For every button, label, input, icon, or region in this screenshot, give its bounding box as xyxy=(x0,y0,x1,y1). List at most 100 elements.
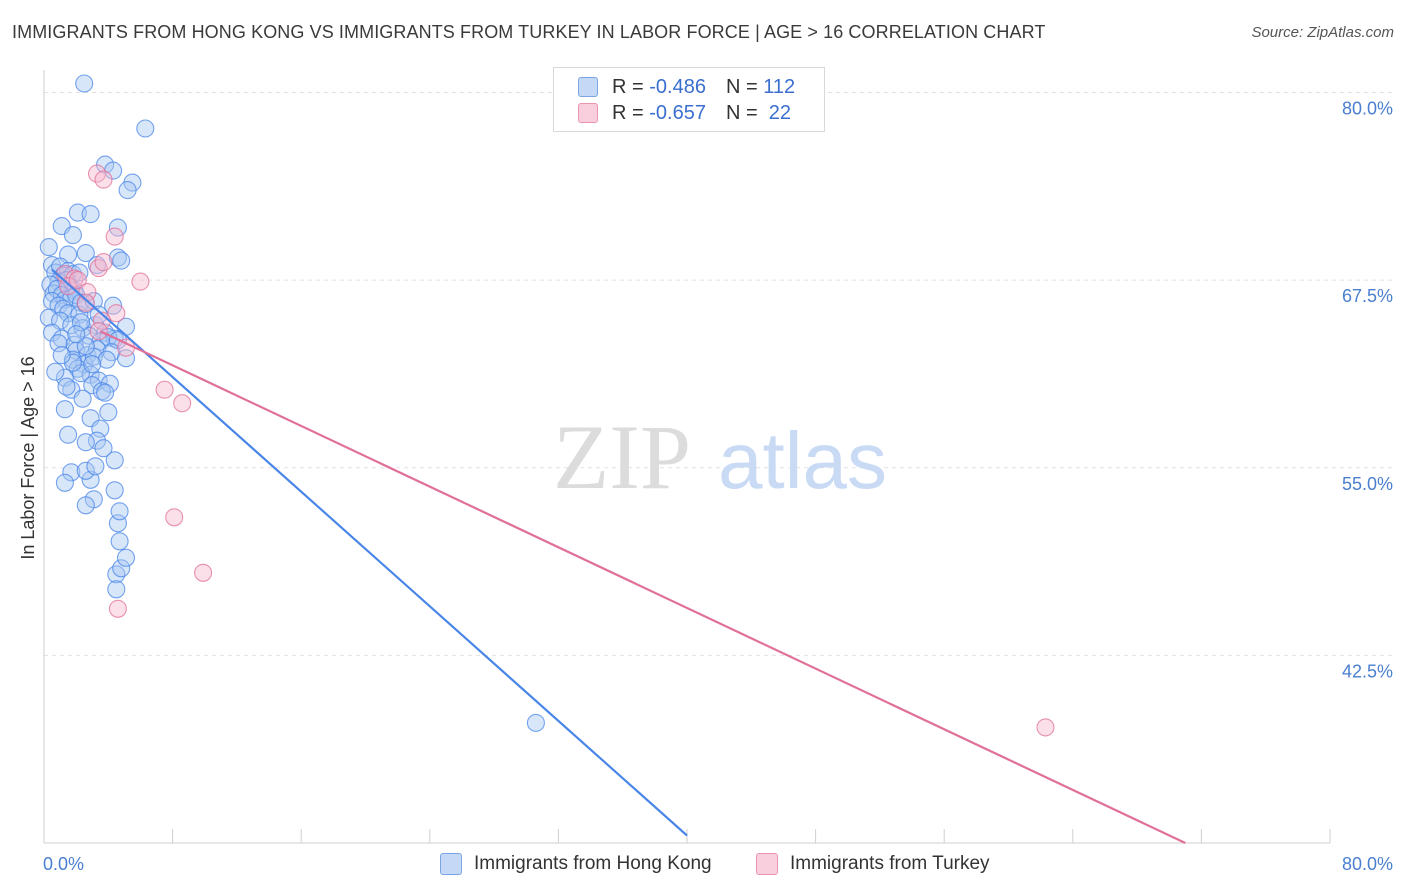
legend-item-hongkong[interactable]: Immigrants from Hong Kong xyxy=(440,851,712,877)
y-axis-label: In Labor Force | Age > 16 xyxy=(18,356,38,559)
legend-item-turkey[interactable]: Immigrants from Turkey xyxy=(756,851,990,877)
watermark: ZIP atlas xyxy=(553,406,887,508)
hongkong-point xyxy=(91,419,110,438)
turkey-point xyxy=(89,322,108,341)
hongkong-point xyxy=(76,461,95,480)
hongkong-point xyxy=(112,559,131,578)
hongkong-point xyxy=(81,470,100,489)
hongkong-point xyxy=(73,389,92,408)
hongkong-point xyxy=(116,349,136,368)
hongkong-point xyxy=(76,244,95,263)
turkey-point xyxy=(94,170,113,189)
hongkong-point xyxy=(76,337,95,356)
hongkong-point xyxy=(76,496,95,515)
chart-title: IMMIGRANTS FROM HONG KONG VS IMMIGRANTS … xyxy=(12,22,1046,42)
hongkong-point xyxy=(67,325,86,344)
legend-label-turkey: Immigrants from Turkey xyxy=(790,853,990,874)
hongkong-point xyxy=(136,119,155,138)
y-tick-label: 42.5% xyxy=(1342,661,1393,681)
hongkong-trend-line xyxy=(51,268,688,837)
turkey-trend-line xyxy=(99,330,1186,844)
hongkong-point xyxy=(94,439,113,458)
legend-row-turkey: R = -0.657 N = 22 xyxy=(578,101,791,125)
hongkong-point xyxy=(92,382,111,401)
turkey-point xyxy=(165,508,184,527)
hongkong-point xyxy=(39,238,58,257)
turkey-point xyxy=(155,380,174,399)
turkey-point xyxy=(94,253,113,272)
legend-swatch-hongkong xyxy=(440,853,462,875)
hongkong-point xyxy=(75,74,94,93)
legend-r-label: R = xyxy=(612,75,644,98)
trend-lines xyxy=(51,268,1186,844)
hongkong-point xyxy=(63,226,82,245)
hongkong-point xyxy=(116,548,136,567)
legend-swatch-hongkong xyxy=(578,77,598,97)
legend-n-label: N = xyxy=(725,101,758,124)
turkey-point xyxy=(173,394,192,413)
hongkong-point xyxy=(96,383,115,402)
hongkong-point xyxy=(97,350,116,369)
hongkong-point xyxy=(105,481,124,500)
hongkong-point xyxy=(52,346,71,365)
hongkong-point xyxy=(39,308,58,327)
hongkong-point xyxy=(86,457,105,476)
y-tick-labels: 80.0% 67.5% 55.0% 42.5% xyxy=(1342,99,1393,682)
legend-n-label: N = xyxy=(725,75,758,98)
watermark-atlas: atlas xyxy=(718,416,887,505)
turkey-point xyxy=(76,293,95,312)
hongkong-point xyxy=(49,296,68,315)
hongkong-point xyxy=(105,451,124,470)
gridlines xyxy=(44,92,1393,656)
turkey-point xyxy=(68,271,87,290)
hongkong-point xyxy=(526,713,545,732)
data-points xyxy=(39,74,1055,737)
hongkong-point xyxy=(71,313,91,332)
turkey-point xyxy=(107,304,126,323)
hongkong-point xyxy=(57,377,76,396)
hongkong-point xyxy=(55,400,74,419)
source-label: Source: ZipAtlas.com xyxy=(1251,24,1394,41)
hongkong-point xyxy=(42,323,62,342)
hongkong-point xyxy=(99,403,118,422)
stats-legend: R = -0.486 N = 112 R = -0.657 N = 22 xyxy=(553,67,825,132)
turkey-point xyxy=(59,277,78,296)
legend-swatch-turkey xyxy=(756,853,778,875)
hongkong-point xyxy=(46,362,65,381)
hongkong-point xyxy=(107,580,126,599)
y-tick-label: 67.5% xyxy=(1342,286,1393,306)
hongkong-point xyxy=(62,316,81,335)
axis-labels: In Labor Force | Age > 16 0.0% 80.0% xyxy=(18,356,1393,874)
turkey-point xyxy=(131,272,150,291)
hongkong-point xyxy=(62,463,81,482)
hongkong-point xyxy=(63,353,82,372)
turkey-point xyxy=(89,259,108,278)
hongkong-point xyxy=(110,532,129,551)
legend-row-hongkong: R = -0.486 N = 112 xyxy=(578,75,795,99)
hongkong-point xyxy=(59,425,78,444)
legend-label-hongkong: Immigrants from Hong Kong xyxy=(474,853,712,874)
turkey-point xyxy=(108,599,127,618)
hongkong-point xyxy=(107,565,126,584)
hongkong-point xyxy=(81,205,100,224)
turkey-point xyxy=(194,563,213,582)
legend-r-label: R = xyxy=(612,101,644,124)
legend-r-value: -0.486 xyxy=(649,75,706,98)
hongkong-point xyxy=(83,355,102,374)
legend-r-value: -0.657 xyxy=(649,101,706,124)
y-tick-label: 55.0% xyxy=(1342,474,1393,494)
legend-swatch-turkey xyxy=(578,103,598,123)
axes xyxy=(43,70,1331,844)
hongkong-point xyxy=(112,251,131,270)
x-tick-label-min: 0.0% xyxy=(43,854,84,874)
hongkong-point xyxy=(108,248,127,267)
turkey-point xyxy=(105,227,124,246)
hongkong-point xyxy=(110,502,129,521)
hongkong-point xyxy=(118,181,137,200)
hongkong-point xyxy=(76,433,95,452)
y-tick-label: 80.0% xyxy=(1342,99,1393,119)
legend-n-value: 112 xyxy=(763,75,796,98)
legend-n-value: 22 xyxy=(768,101,792,124)
turkey-point xyxy=(1036,718,1055,737)
